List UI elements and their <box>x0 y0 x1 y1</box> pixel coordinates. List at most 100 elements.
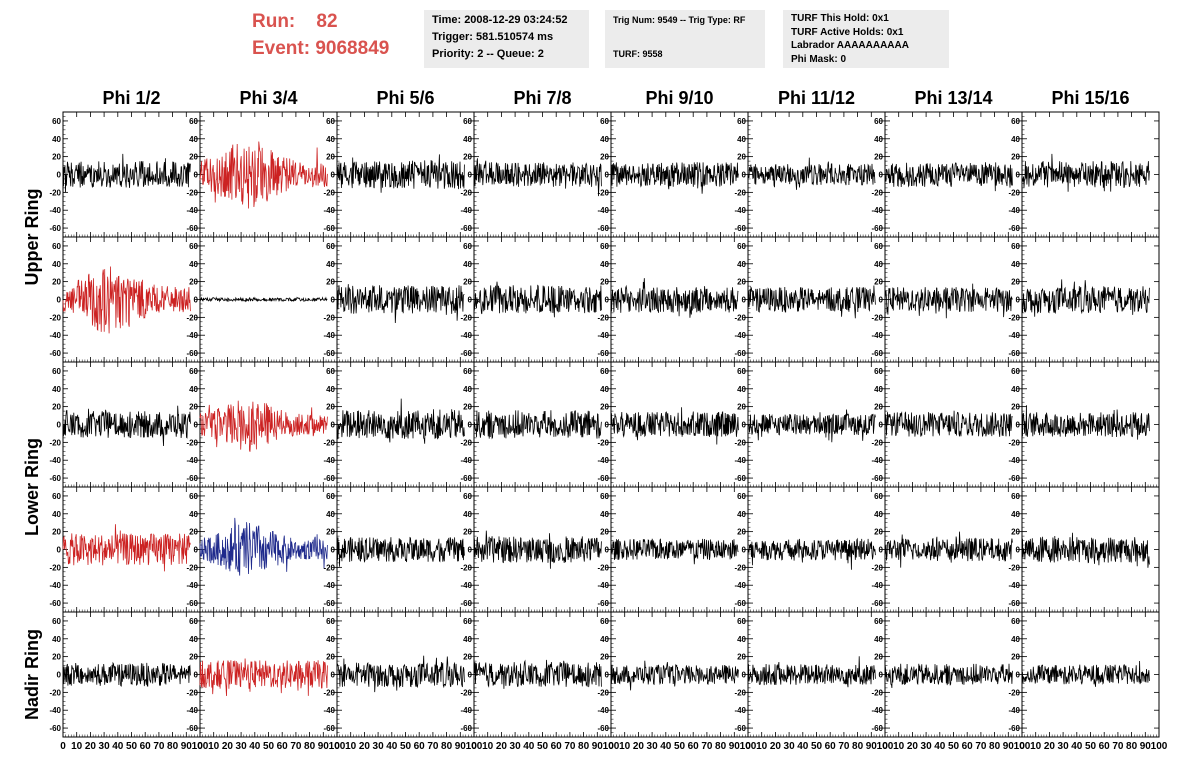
y-tick-label: 40 <box>600 260 609 269</box>
y-tick-label: 20 <box>326 528 335 537</box>
y-tick-label: -60 <box>1008 599 1020 608</box>
y-tick-label: -20 <box>871 688 883 697</box>
y-tick-label: 0 <box>605 671 610 680</box>
waveform-trace <box>747 537 876 570</box>
y-tick-label: -20 <box>1008 563 1020 572</box>
y-tick-label: 0 <box>57 671 62 680</box>
y-tick-label: 40 <box>874 385 883 394</box>
trig-num-line: Trig Num: 9549 -- Trig Type: RF <box>613 15 746 25</box>
y-tick-label: 40 <box>737 260 746 269</box>
y-tick-label: 0 <box>331 421 336 430</box>
y-tick-label: -20 <box>597 688 609 697</box>
waveform-trace <box>336 655 465 693</box>
y-tick-label: -20 <box>871 438 883 447</box>
y-tick-label: 60 <box>52 367 61 376</box>
y-tick-label: -40 <box>597 331 609 340</box>
y-tick-label: 60 <box>326 492 335 501</box>
y-tick-label: 60 <box>189 242 198 251</box>
y-tick-label: -20 <box>734 563 746 572</box>
waveform-trace <box>610 538 739 565</box>
y-tick-label: -40 <box>871 581 883 590</box>
run-event-header: Run: 82 Event: 9068849 <box>252 8 389 62</box>
y-tick-label: 20 <box>326 403 335 412</box>
y-tick-label: 20 <box>737 403 746 412</box>
row-label-upper-ring: Upper Ring <box>22 189 42 286</box>
y-tick-label: 0 <box>879 671 884 680</box>
y-tick-label: 20 <box>326 278 335 287</box>
y-tick-label: 60 <box>326 367 335 376</box>
y-tick-label: 40 <box>463 635 472 644</box>
y-tick-label: 60 <box>1011 617 1020 626</box>
y-tick-label: 40 <box>326 260 335 269</box>
y-tick-label: 60 <box>1011 367 1020 376</box>
y-tick-label: -20 <box>871 313 883 322</box>
y-tick-label: -60 <box>49 474 61 483</box>
waveform-trace <box>1021 279 1150 317</box>
y-tick-label: 60 <box>463 492 472 501</box>
waveform-trace <box>336 536 465 567</box>
y-tick-label: 0 <box>742 546 747 555</box>
y-tick-label: 0 <box>57 296 62 305</box>
y-tick-label: 40 <box>874 635 883 644</box>
y-tick-label: -40 <box>460 331 472 340</box>
y-tick-label: 60 <box>600 242 609 251</box>
y-tick-label: -20 <box>49 313 61 322</box>
y-tick-label: 40 <box>737 385 746 394</box>
y-tick-label: 60 <box>874 367 883 376</box>
y-tick-label: -40 <box>49 581 61 590</box>
column-header-5: Phi 9/10 <box>645 88 713 108</box>
waveform-trace <box>884 162 1013 192</box>
waveform-trace <box>747 157 876 190</box>
run-value: 82 <box>316 11 338 32</box>
y-tick-label: 40 <box>189 635 198 644</box>
y-tick-label: -40 <box>460 456 472 465</box>
y-tick-label: 0 <box>331 171 336 180</box>
waveform-trace <box>473 410 602 440</box>
waveform-trace <box>199 400 328 452</box>
y-tick-label: -40 <box>734 706 746 715</box>
y-tick-label: -60 <box>323 349 335 358</box>
y-tick-label: -60 <box>186 474 198 483</box>
y-tick-label: -60 <box>460 599 472 608</box>
y-tick-label: 40 <box>1011 635 1020 644</box>
waveform-trace <box>199 141 328 209</box>
waveform-trace <box>62 153 191 193</box>
y-tick-label: -20 <box>460 688 472 697</box>
waveform-trace <box>1021 532 1150 568</box>
y-tick-label: -40 <box>1008 331 1020 340</box>
y-tick-label: 60 <box>874 617 883 626</box>
waveform-trace <box>336 398 465 444</box>
y-tick-label: 20 <box>874 528 883 537</box>
y-tick-label: -40 <box>323 331 335 340</box>
y-tick-label: 40 <box>874 260 883 269</box>
y-tick-label: 0 <box>879 171 884 180</box>
y-tick-label: 60 <box>1011 117 1020 126</box>
turf-line: TURF: 9558 <box>613 49 663 59</box>
waveform-trace <box>610 278 739 318</box>
y-tick-label: 40 <box>326 385 335 394</box>
y-tick-label: 0 <box>605 171 610 180</box>
y-tick-label: 40 <box>600 635 609 644</box>
y-tick-label: -60 <box>871 349 883 358</box>
y-tick-label: -40 <box>460 206 472 215</box>
y-tick-label: 0 <box>742 296 747 305</box>
waveform-trace <box>336 154 465 193</box>
y-tick-label: 20 <box>737 278 746 287</box>
y-tick-label: -40 <box>49 206 61 215</box>
y-tick-label: 60 <box>189 617 198 626</box>
y-tick-label: 20 <box>463 153 472 162</box>
y-tick-label: -40 <box>871 706 883 715</box>
y-tick-label: -60 <box>597 349 609 358</box>
y-tick-label: -20 <box>186 688 198 697</box>
turf-hold-line: TURF This Hold: 0x1 <box>791 13 889 24</box>
y-tick-label: 60 <box>189 367 198 376</box>
y-tick-label: 20 <box>600 653 609 662</box>
y-tick-label: 20 <box>189 528 198 537</box>
waveform-trace <box>747 409 876 443</box>
time-line: Time: 2008-12-29 03:24:52 <box>432 14 568 26</box>
y-tick-label: -20 <box>323 313 335 322</box>
waveform-trace <box>610 162 739 194</box>
y-tick-label: 20 <box>874 278 883 287</box>
y-tick-label: 0 <box>331 671 336 680</box>
y-tick-label: -40 <box>871 456 883 465</box>
